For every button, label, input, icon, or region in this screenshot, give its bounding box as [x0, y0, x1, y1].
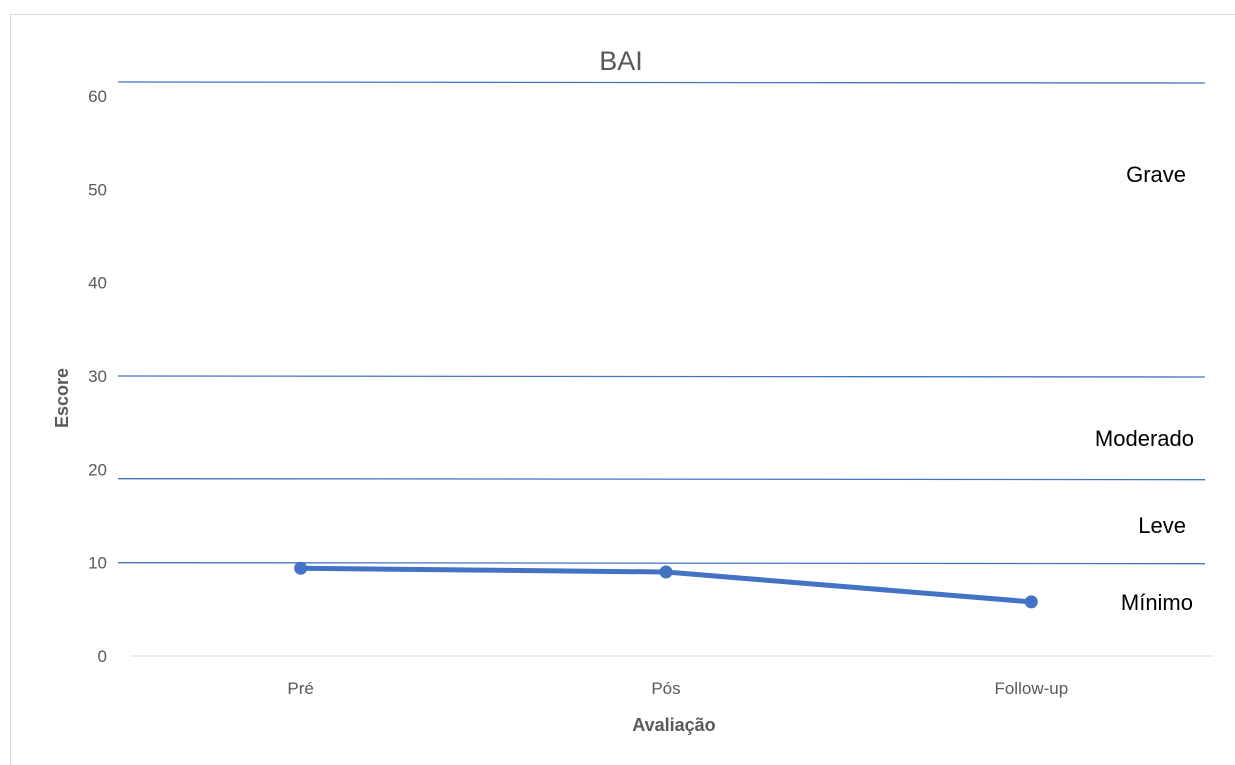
y-tick-label: 60 [88, 87, 107, 106]
data-point [659, 565, 673, 579]
reference-line [117, 375, 1206, 378]
y-axis-title: Escore [52, 368, 72, 428]
chart-frame [10, 14, 1235, 765]
y-tick-label: 30 [88, 367, 107, 386]
series-group [294, 561, 1038, 609]
data-point [294, 561, 308, 575]
y-tick-label: 50 [88, 180, 107, 199]
y-tick-label: 20 [88, 460, 107, 479]
zone-label-moderado: Moderado [1095, 426, 1194, 451]
x-axis-ticks: Pré Pós Follow-up [287, 679, 1068, 698]
reference-lines [117, 81, 1206, 565]
y-tick-label: 40 [88, 274, 107, 293]
x-tick-label: Follow-up [994, 679, 1068, 698]
y-axis-ticks: 0 10 20 30 40 50 60 [88, 87, 107, 666]
x-tick-label: Pré [287, 679, 313, 698]
reference-line [117, 478, 1206, 481]
chart-title: BAI [599, 46, 643, 76]
reference-line [117, 81, 1206, 84]
x-axis-title: Avaliação [632, 715, 715, 735]
y-tick-label: 0 [98, 647, 107, 666]
zone-label-grave: Grave [1126, 162, 1186, 187]
x-tick-label: Pós [651, 679, 680, 698]
data-point [1024, 595, 1038, 609]
zone-label-leve: Leve [1138, 513, 1186, 538]
zone-label-minimo: Mínimo [1121, 590, 1193, 615]
y-tick-label: 10 [88, 554, 107, 573]
reference-line [117, 562, 1206, 565]
